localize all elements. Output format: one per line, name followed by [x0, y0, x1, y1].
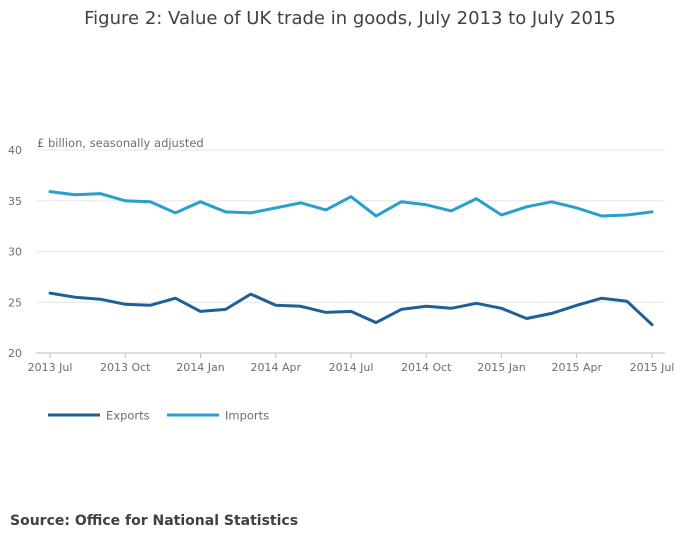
legend-label-exports: Exports	[106, 409, 150, 423]
y-tick-label: 40	[8, 144, 22, 157]
y-tick-label: 20	[8, 347, 22, 360]
y-tick-label: 25	[8, 296, 22, 309]
y-tick-label: 30	[8, 246, 22, 259]
series-lines	[48, 190, 654, 327]
chart-title: Figure 2: Value of UK trade in goods, Ju…	[84, 8, 616, 29]
x-tick-label: 2014 Jul	[329, 361, 374, 374]
y-axis-label: £ billion, seasonally adjusted	[37, 136, 204, 150]
x-axis: 2013 Jul 2013 Oct 2014 Jan 2014 Apr 2014 Jul…	[28, 352, 675, 374]
legend-label-imports: Imports	[225, 409, 269, 423]
x-tick-label: 2015 Apr	[551, 361, 602, 374]
y-axis-ticks: 20 25 30 35 40	[8, 144, 22, 360]
series-line-imports	[48, 190, 654, 218]
source-note: Source: Office for National Statistics	[10, 513, 299, 529]
legend: Exports Imports	[48, 409, 269, 423]
x-tick-label: 2015 Jul	[630, 361, 675, 374]
y-tick-label: 35	[8, 195, 22, 208]
series-line-exports	[48, 291, 654, 327]
x-tick-label: 2014 Apr	[250, 361, 301, 374]
x-tick-label: 2013 Oct	[100, 361, 151, 374]
x-tick-label: 2015 Jan	[477, 361, 525, 374]
grid-lines	[36, 149, 665, 354]
x-tick-label: 2014 Jan	[176, 361, 224, 374]
x-tick-label: 2014 Oct	[401, 361, 452, 374]
x-tick-label: 2013 Jul	[28, 361, 73, 374]
